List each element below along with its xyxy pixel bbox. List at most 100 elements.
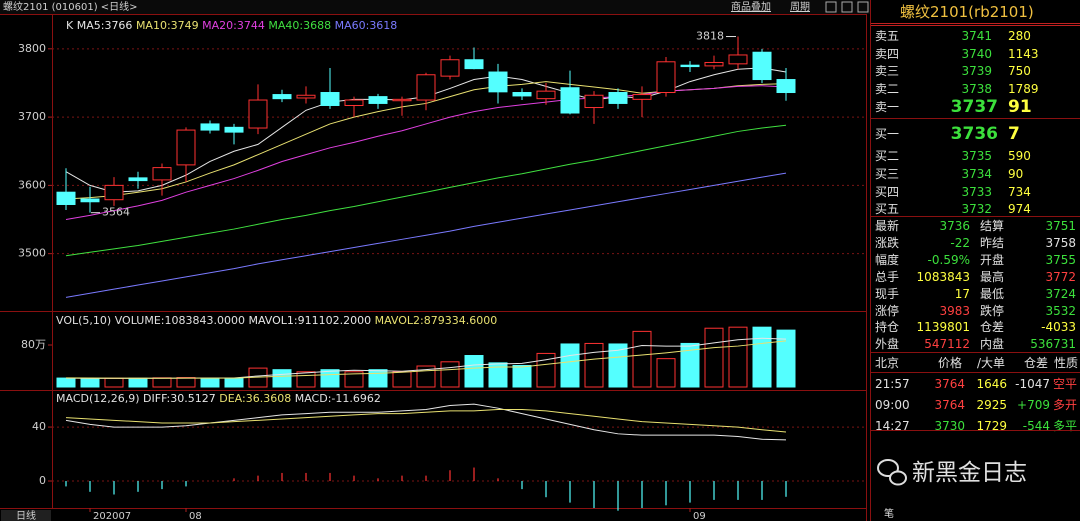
stat-label: 最低 [980,286,1005,301]
volume-bar [272,369,292,388]
footer-tab[interactable]: 笔 [884,509,894,520]
tick-cell: 1729 [976,419,1007,433]
ask-label: 卖五 [875,29,900,43]
ticks-header: 价格 [937,356,962,370]
panel-title: 螺纹2101(rb2101) [900,3,1034,21]
ma-line [65,172,787,298]
volume-bar [176,377,196,388]
stat-label: 昨结 [980,235,1005,250]
ask-label: 卖三 [875,64,900,78]
ask-price: 3740 [961,46,992,61]
window-icon[interactable] [857,1,869,13]
volume-bar [632,330,652,388]
volume-bar [656,358,676,388]
macd-line [65,403,787,441]
ma-line [65,124,787,257]
candle-body [656,61,676,94]
stat-label: 最高 [980,269,1005,284]
candle-body [296,94,316,99]
x-tick-label: 08 [189,511,202,521]
legend-entry: MAVOL2:879334.6000 [375,314,498,327]
window-icon[interactable] [825,1,837,13]
y-tick-label: 3700 [18,110,46,123]
toolbar-title: 螺纹2101 (010601) <日线> [3,0,138,13]
period-button[interactable]: 周期 [790,1,810,13]
stat-label: 仓差 [980,320,1005,335]
bid-price: 3732 [961,202,992,217]
volume-bar [704,327,724,388]
ask-price: 3741 [961,29,992,43]
bid-volume: 734 [1008,184,1031,199]
stat-value: 3724 [1045,286,1076,301]
stat-value: 3983 [939,303,970,318]
candle-body [248,99,268,129]
tick-cell: -544 [1022,419,1050,433]
candle-body [608,92,628,104]
stat-label: 涨停 [875,303,900,318]
volume-bar [512,364,532,388]
stat-value: 3758 [1045,235,1076,250]
ticks-header: 性质 [1053,356,1078,370]
volume-bar [776,329,796,388]
ask-volume: 750 [1008,64,1031,78]
legend-entry: MACD(12,26,9) [56,392,140,405]
candle-body [368,96,388,104]
tick-cell: +709 [1017,398,1050,412]
volume-bar [224,377,244,388]
frame [0,0,871,521]
candle-body [272,94,292,100]
stat-value: 1083843 [916,269,970,284]
overlay-button[interactable]: 商品叠加 [731,0,771,13]
candle-body [776,79,796,94]
bid-price: 3733 [961,184,992,199]
period-tab[interactable] [1,510,51,521]
bid-label: 买三 [875,166,900,181]
divider [871,372,1080,373]
volume-bar [200,377,220,388]
ticks-header: /大单 [976,356,1005,370]
bid-price: 3736 [950,124,998,144]
legend-entry: MA5:3766 [77,19,133,32]
stat-label: 内盘 [980,337,1005,352]
divider [871,23,1080,24]
legend-entry: MA60:3618 [335,19,398,32]
volume-bar [152,377,172,388]
stat-value: -4033 [1041,320,1076,335]
ask-label: 卖一 [875,100,900,114]
stat-label: 跌停 [980,303,1005,318]
stat-value: 3736 [939,219,970,233]
legend-entry: DEA:36.3608 [219,392,291,405]
stat-value: -0.59% [927,252,970,267]
ask-volume: 280 [1008,29,1031,43]
bid-label: 买二 [875,149,900,163]
y-tick-label: 40 [32,420,46,433]
window-icon[interactable] [841,1,853,13]
volume-bar [368,369,388,388]
volume-bar [80,378,100,388]
y-tick-label: 3800 [18,42,46,55]
x-tick-label: 202007 [93,511,131,521]
candle-body [632,94,652,100]
legend-entry: K [66,19,74,32]
tick-cell: 09:00 [875,398,910,412]
candle-body [416,74,436,101]
legend-entry: VOLUME:1083843.0000 [115,314,245,327]
legend-entry: MAVOL1:911102.2000 [248,314,371,327]
candle-body [464,59,484,70]
ask-label: 卖二 [875,81,900,96]
candle-body [512,92,532,97]
candle-body [728,54,748,65]
volume-bar [536,352,556,388]
volume-bar [752,326,772,388]
stat-value: 1139801 [916,320,970,335]
ask-volume: 1789 [1008,81,1039,96]
ask-price: 3739 [961,64,992,78]
y-tick-label: 3600 [18,178,46,191]
candle-body [56,191,76,205]
bid-label: 买五 [875,202,900,217]
tick-cell: 3764 [934,398,965,412]
stat-value: 3772 [1045,269,1076,284]
candle-body [176,129,196,166]
candle-body [344,99,364,106]
candle-body [488,71,508,93]
